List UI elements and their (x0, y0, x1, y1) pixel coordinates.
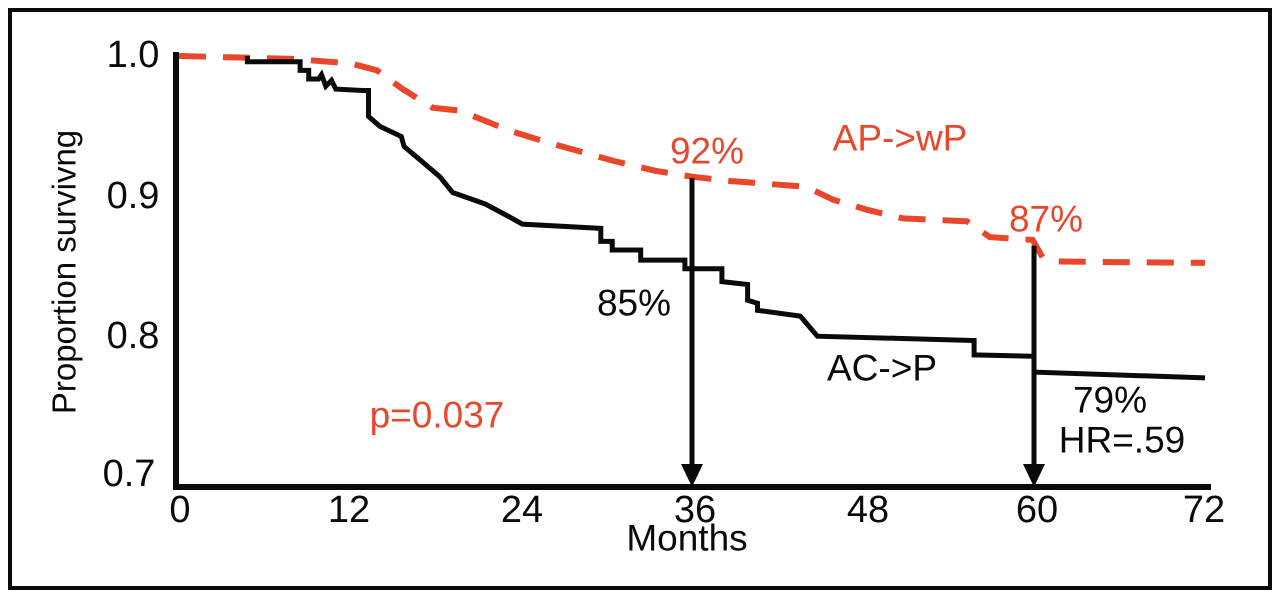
y-axis-title: Proportion survivng (45, 129, 83, 415)
y-tick-1.0: 1.0 (106, 34, 160, 76)
p-value-label: p=0.037 (369, 394, 505, 436)
arrow-36-months (681, 178, 703, 487)
x-tick-48: 48 (846, 489, 890, 531)
apwp-curve (178, 53, 1206, 266)
acp-36mo-value: 85% (596, 282, 672, 324)
acp-series-label: AC->P (826, 347, 938, 389)
apwp-60mo-value: 87% (1008, 198, 1084, 240)
arrow-60-months (1023, 245, 1045, 487)
x-tick-60: 60 (1015, 489, 1059, 531)
acp-60mo-value: 79% (1072, 379, 1148, 421)
hazard-ratio-label: HR=.59 (1058, 419, 1186, 461)
y-tick-0.7: 0.7 (102, 453, 156, 495)
x-tick-72: 72 (1182, 489, 1226, 531)
x-tick-36: 36 (673, 489, 717, 531)
figure-border (8, 8, 1272, 590)
acp-curve (244, 56, 1206, 381)
y-tick-0.8: 0.8 (106, 315, 160, 357)
arrow-1-head (681, 464, 703, 487)
x-axis-title: Months (626, 517, 748, 559)
axes (173, 52, 1211, 490)
x-tick-12: 12 (327, 489, 371, 531)
x-tick-24: 24 (500, 489, 544, 531)
y-tick-0.9: 0.9 (106, 175, 160, 217)
arrow-2-head (1023, 464, 1045, 487)
apwp-series-label: AP->wP (832, 117, 968, 159)
x-tick-0: 0 (169, 489, 191, 531)
apwp-36mo-value: 92% (669, 130, 745, 172)
